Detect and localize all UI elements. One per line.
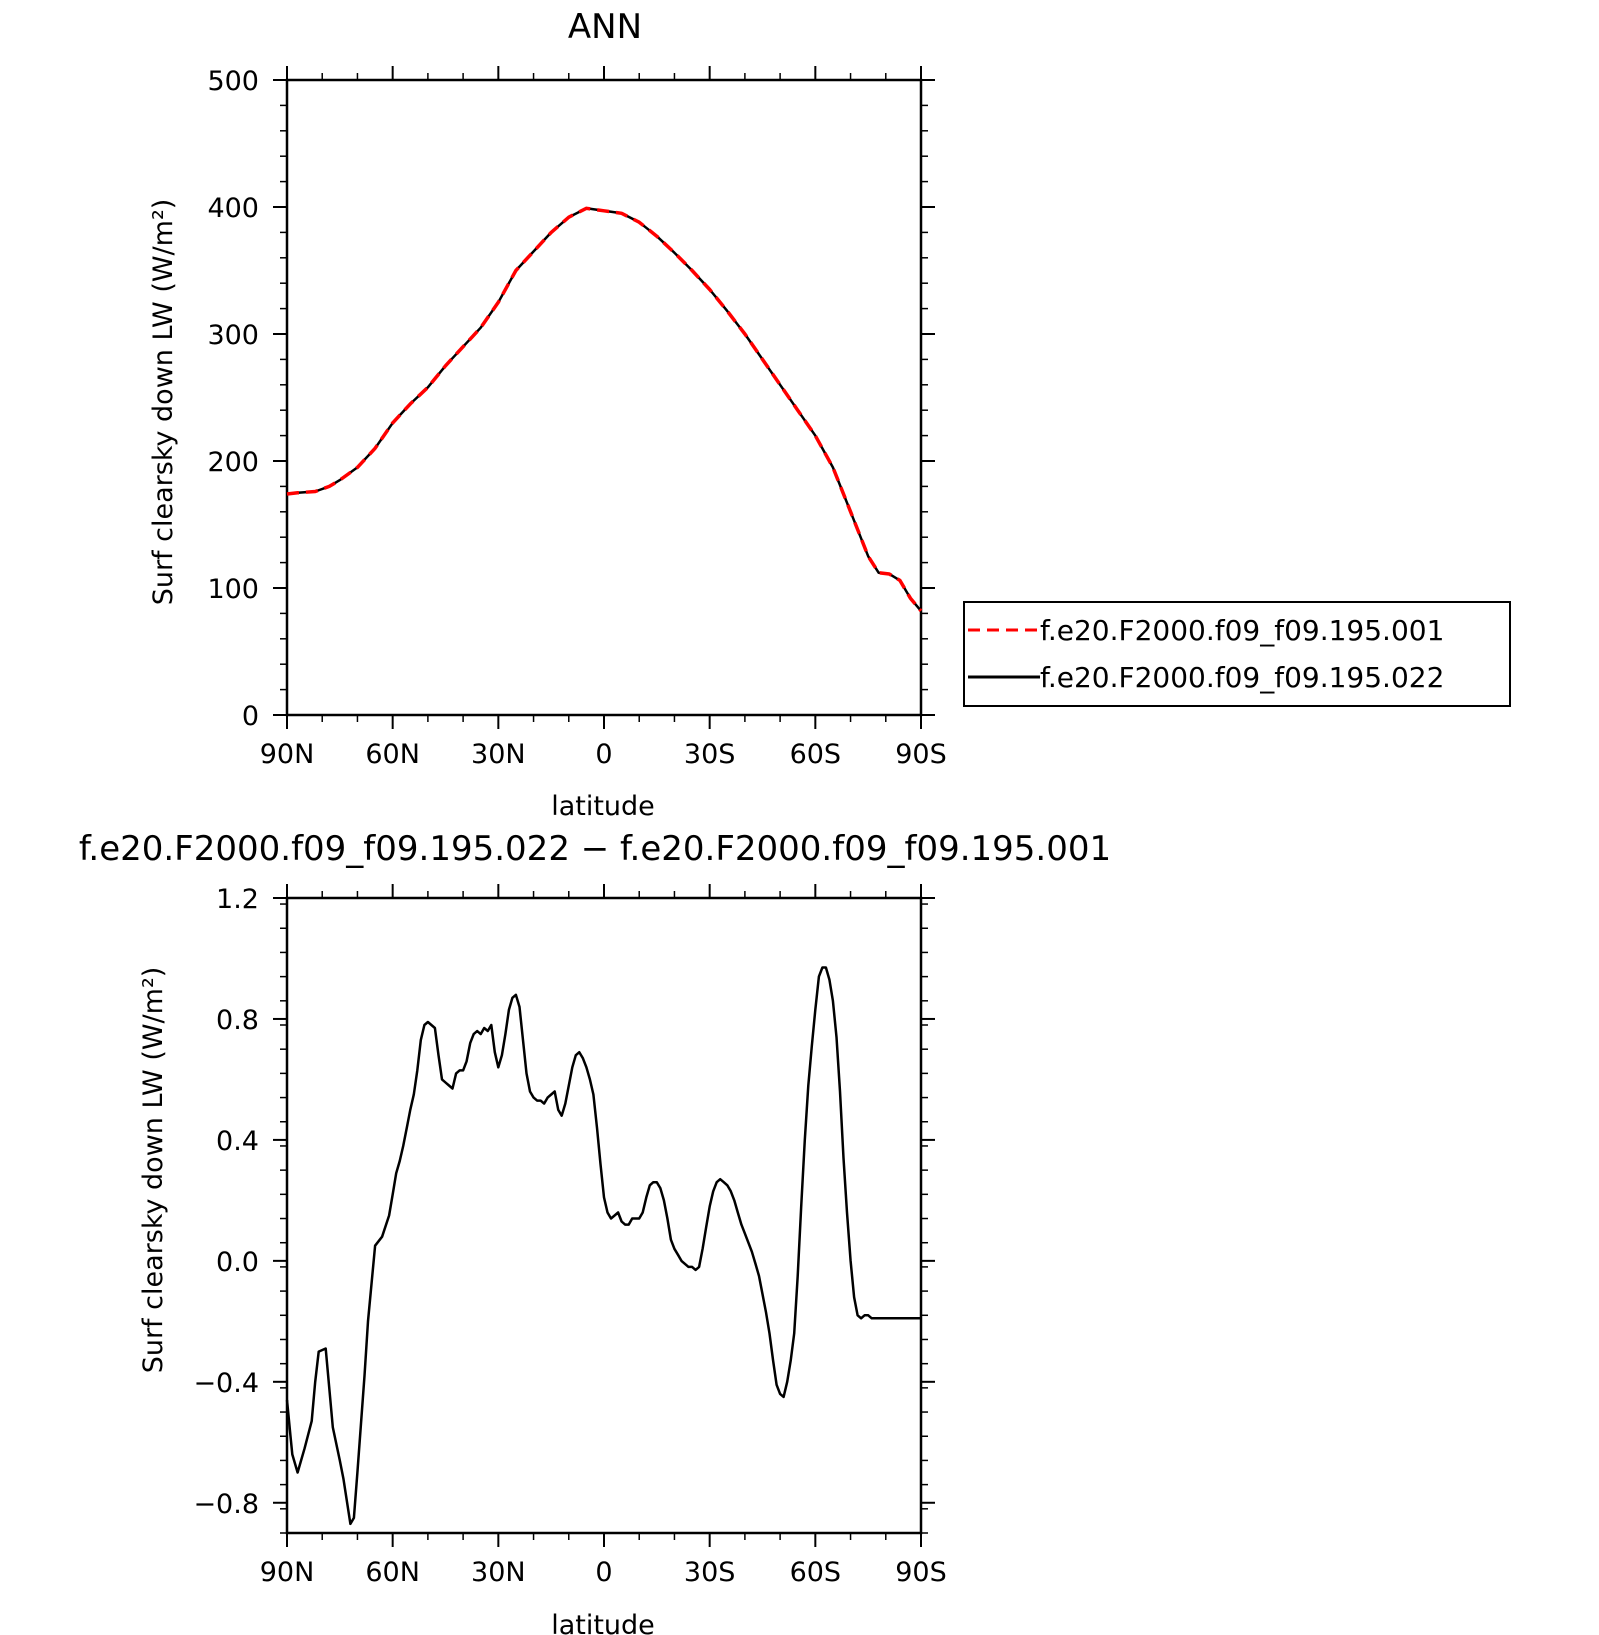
series-line-1	[285, 966, 921, 1526]
x-tick-label: 60S	[790, 739, 842, 770]
top-x-axis-label: latitude	[551, 791, 655, 822]
x-tick-label: 30S	[684, 1557, 736, 1588]
top-panel: ANN 90N 60N 30N 0 30S 60S 90S0100200300400500 …	[148, 7, 1511, 822]
x-tick-label: 90S	[895, 1557, 947, 1588]
series-line-1	[286, 206, 923, 613]
y-tick-label: 400	[207, 193, 259, 224]
y-tick-label: 0	[242, 701, 259, 732]
x-tick-label: 0	[595, 1557, 612, 1588]
bottom-x-axis-label: latitude	[551, 1610, 655, 1635]
x-tick-label: 60N	[365, 1557, 420, 1588]
x-tick-label: 30N	[471, 1557, 526, 1588]
plot-frame	[285, 78, 923, 717]
y-tick-label: −0.4	[193, 1368, 259, 1399]
legend-label-series-2: f.e20.F2000.f09_f09.195.022	[1040, 661, 1444, 694]
top-panel-title: ANN	[568, 7, 642, 47]
y-tick-label: 500	[207, 66, 259, 97]
x-tick-label: 60S	[790, 1557, 842, 1588]
y-tick-label: 0.4	[216, 1126, 259, 1157]
x-tick-label: 90N	[260, 739, 315, 770]
top-y-axis-label: Surf clearsky down LW (W/m²)	[148, 199, 179, 606]
y-tick-label: 0.0	[216, 1247, 259, 1278]
x-tick-label: 0	[595, 739, 612, 770]
bottom-panel: f.e20.F2000.f09_f09.195.022 − f.e20.F200…	[79, 829, 1111, 1635]
legend: f.e20.F2000.f09_f09.195.001 f.e20.F2000.…	[963, 601, 1511, 707]
legend-label-series-1: f.e20.F2000.f09_f09.195.001	[1040, 614, 1444, 647]
y-tick-label: 300	[207, 320, 259, 351]
y-tick-label: 100	[207, 574, 259, 605]
x-tick-label: 30N	[471, 739, 526, 770]
legend-box	[963, 601, 1511, 707]
x-tick-label: 30S	[684, 739, 736, 770]
bottom-panel-title: f.e20.F2000.f09_f09.195.022 − f.e20.F200…	[79, 829, 1111, 869]
top-plot-area: 90N 60N 30N 0 30S 60S 90S 0 100 200 300 400 500	[207, 66, 947, 770]
x-tick-label: 90S	[895, 739, 947, 770]
plot-frame	[285, 896, 923, 1535]
bottom-plot-area: 90N 60N 30N 0 30S 60S 90S 1.2 0.8 0.4 0.0 −0.4 −0.8	[193, 884, 947, 1588]
x-tick-label: 90N	[260, 1557, 315, 1588]
y-tick-label: 0.8	[216, 1005, 259, 1036]
y-tick-label: 200	[207, 447, 259, 478]
x-tick-label: 60N	[365, 739, 420, 770]
y-tick-label: −0.8	[193, 1489, 259, 1520]
bottom-y-axis-label: Surf clearsky down LW (W/m²)	[138, 967, 169, 1374]
y-tick-label: 1.2	[216, 884, 259, 915]
series-line-2	[286, 207, 922, 612]
